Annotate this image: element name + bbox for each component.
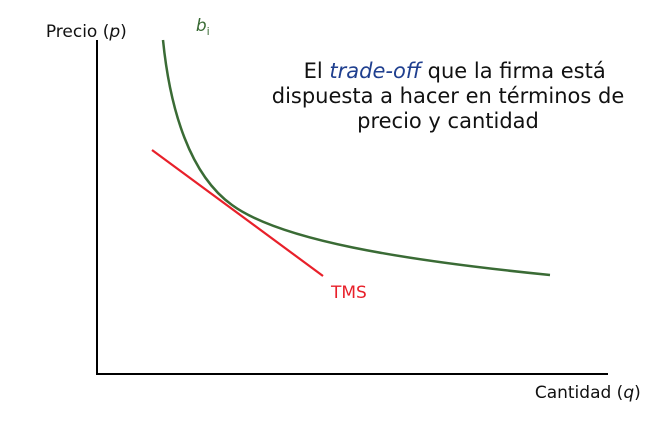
annotation-line-1: El trade-off que la firma está — [257, 59, 639, 83]
x-axis-variable: q — [623, 383, 634, 403]
y-axis-label: Precio (p) — [8, 22, 154, 42]
indifference-curve-subscript: i — [207, 25, 210, 38]
x-axis-label: Cantidad (q) — [497, 383, 657, 403]
tms-label: TMS — [330, 283, 367, 303]
indifference-curve-label: bi — [158, 16, 237, 40]
tms-tangent-line — [151, 149, 324, 277]
annotation-line-3: precio y cantidad — [357, 109, 539, 133]
y-axis-variable: p — [108, 22, 120, 42]
indifference-curve — [161, 39, 551, 277]
annotation-line-2: dispuesta a hacer en términos de — [272, 84, 625, 108]
annotation-emphasis: trade-off — [329, 59, 423, 83]
